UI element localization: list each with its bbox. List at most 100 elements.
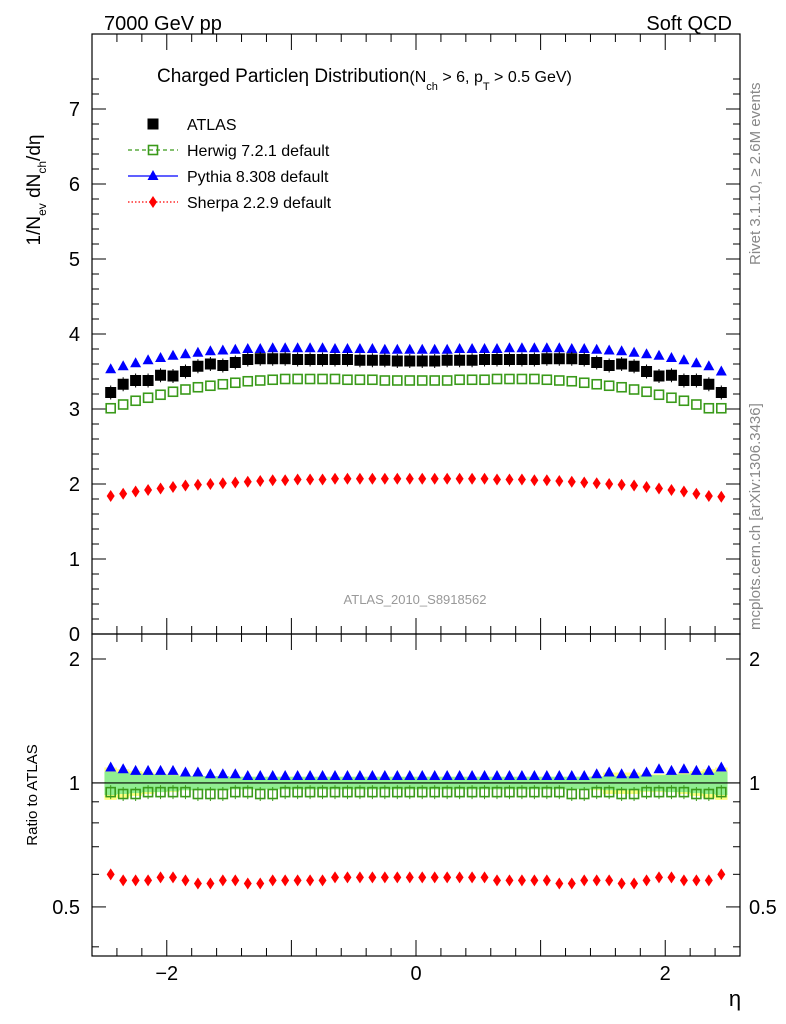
ratio-series-sherpa-2-2-9-default <box>106 868 726 890</box>
ratio-point <box>292 769 304 780</box>
data-point <box>628 384 640 395</box>
ratio-point <box>354 786 366 798</box>
data-point <box>254 353 266 365</box>
ratio-y-tick-label: 2 <box>69 649 80 671</box>
data-point <box>704 490 713 502</box>
ratio-point <box>119 874 128 887</box>
ratio-point <box>703 788 715 800</box>
ratio-point <box>516 786 528 798</box>
ratio-point <box>293 874 302 887</box>
main-y-tick-label: 3 <box>69 399 80 421</box>
data-point <box>368 472 377 485</box>
data-point <box>628 360 640 372</box>
data-point <box>530 474 539 487</box>
data-point <box>229 357 241 368</box>
main-y-axis-label: 1/Nev dNch/dη <box>24 135 49 246</box>
ratio-point <box>642 874 651 887</box>
data-point <box>155 352 167 362</box>
ratio-point <box>218 874 227 887</box>
data-point <box>553 353 565 365</box>
ratio-point <box>429 769 441 780</box>
data-point <box>617 478 626 491</box>
ratio-point <box>592 874 601 887</box>
data-point <box>242 343 254 353</box>
x-tick-label: 2 <box>660 963 671 985</box>
ratio-point <box>591 786 602 798</box>
ratio-point <box>281 874 290 887</box>
ratio-point <box>105 786 116 798</box>
ratio-point <box>105 761 117 772</box>
data-point <box>528 342 540 353</box>
ratio-point <box>329 769 341 780</box>
data-point <box>641 348 653 359</box>
data-point <box>479 374 490 386</box>
ratio-point <box>655 871 663 884</box>
data-point <box>181 479 190 492</box>
data-point <box>142 375 154 386</box>
ratio-point <box>530 874 539 887</box>
data-point <box>105 363 117 374</box>
data-point <box>217 344 229 355</box>
data-point <box>517 473 526 486</box>
ratio-point <box>331 871 339 884</box>
data-point <box>343 472 352 485</box>
data-point <box>715 387 727 398</box>
data-point <box>703 402 715 414</box>
data-point <box>167 349 179 360</box>
data-point <box>503 342 515 353</box>
data-point <box>578 377 590 389</box>
ratio-point <box>504 786 515 798</box>
data-point <box>179 348 191 359</box>
data-point <box>131 485 140 498</box>
data-point <box>516 342 528 353</box>
ratio-point <box>493 874 501 887</box>
data-point <box>243 475 252 488</box>
ratio-series-herwig-7-2-1-default <box>105 785 727 802</box>
ratio-point <box>267 769 279 780</box>
data-point <box>416 355 428 367</box>
data-point <box>279 373 291 385</box>
ratio-point <box>554 786 565 798</box>
data-point <box>541 342 553 353</box>
ratio-point <box>242 786 254 798</box>
ratio-point <box>690 764 702 775</box>
chart-title-sub-t: T <box>483 81 490 93</box>
data-point <box>142 392 154 404</box>
data-point <box>605 478 614 490</box>
data-point <box>591 343 603 354</box>
ylabel-part-a: 1/N <box>24 216 45 246</box>
data-point <box>404 355 416 367</box>
ratio-point <box>716 786 727 798</box>
ratio-point <box>367 786 378 798</box>
legend-marker <box>147 118 159 130</box>
data-point <box>692 487 701 500</box>
ratio-point <box>580 874 589 887</box>
data-point <box>504 373 515 385</box>
data-point <box>441 343 453 354</box>
ratio-point <box>692 874 701 887</box>
data-point <box>354 374 366 386</box>
data-point <box>379 375 391 386</box>
ratio-point <box>317 769 329 780</box>
data-point <box>254 343 266 353</box>
data-point <box>678 395 690 407</box>
data-point <box>679 485 688 498</box>
data-point <box>653 370 665 382</box>
legend-label: Herwig 7.2.1 default <box>187 143 330 160</box>
ratio-point <box>416 786 428 798</box>
ratio-point <box>678 763 690 774</box>
data-point <box>430 472 439 485</box>
ratio-point <box>366 769 378 780</box>
main-series-group <box>105 342 727 503</box>
ratio-point <box>528 769 540 780</box>
data-point <box>366 354 378 366</box>
ratio-point <box>553 769 565 780</box>
data-point <box>242 354 254 365</box>
ratio-point <box>666 786 677 798</box>
data-point <box>466 343 478 353</box>
data-point <box>703 360 715 371</box>
ratio-point <box>254 769 266 780</box>
data-point <box>503 354 515 365</box>
data-point <box>180 384 191 395</box>
data-point <box>304 354 316 365</box>
